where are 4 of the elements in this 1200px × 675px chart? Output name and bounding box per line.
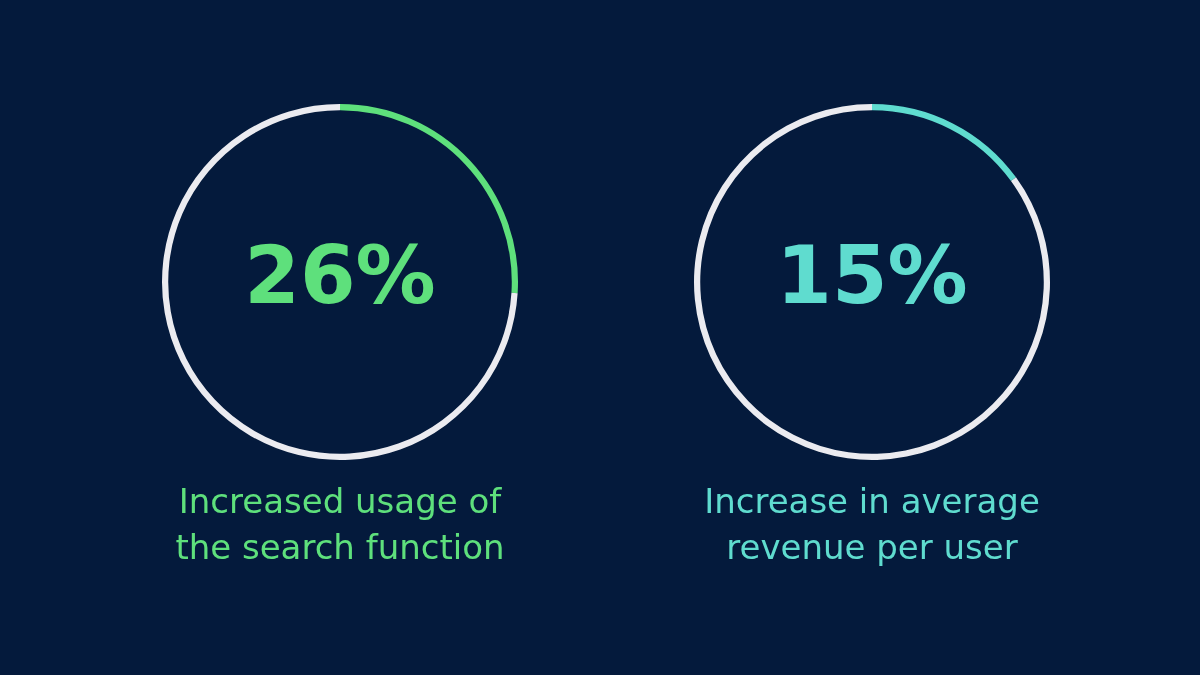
data-label: 15% (776, 228, 968, 322)
text: Increase in average revenue per user (703, 480, 1041, 569)
data-label: 26% (244, 228, 436, 322)
text: Increased usage of the search function (174, 480, 506, 569)
